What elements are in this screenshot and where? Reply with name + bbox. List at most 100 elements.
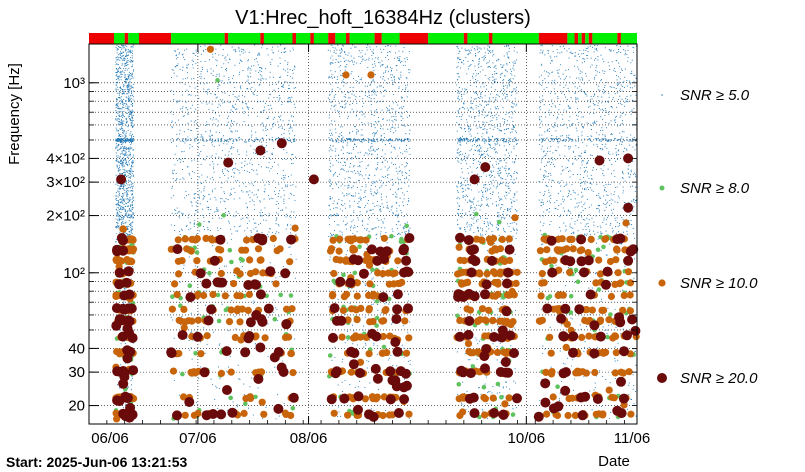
cluster-point [539, 116, 541, 118]
cluster-point [124, 173, 126, 175]
cluster-point [560, 124, 562, 126]
cluster-point [467, 109, 469, 111]
cluster-point [554, 79, 556, 81]
cluster-point [284, 81, 286, 83]
cluster-point [568, 195, 570, 197]
cluster-point [461, 96, 463, 98]
cluster-point [579, 85, 581, 87]
cluster-point [550, 91, 552, 93]
cluster-point [513, 148, 515, 150]
cluster-point [279, 76, 282, 78]
cluster-point [554, 83, 556, 85]
cluster-point [272, 198, 274, 200]
cluster-point [398, 179, 400, 181]
cluster-point [494, 81, 496, 83]
cluster-point [125, 141, 127, 143]
cluster-point [404, 172, 407, 174]
cluster-point [461, 62, 463, 64]
cluster-point [577, 205, 580, 207]
cluster-point [203, 83, 205, 85]
cluster-point [568, 148, 570, 150]
cluster-point [516, 229, 518, 231]
cluster-point [216, 208, 218, 210]
cluster-point [586, 145, 588, 147]
cluster-point [193, 222, 196, 224]
cluster-point [116, 52, 118, 54]
cluster-point [206, 176, 208, 178]
cluster-point [222, 102, 224, 104]
cluster-point [171, 68, 173, 70]
cluster-point [385, 70, 387, 72]
cluster-point [611, 107, 613, 109]
cluster-point [601, 232, 603, 234]
cluster-point [489, 144, 491, 146]
cluster-point [265, 129, 267, 132]
cluster-point [461, 187, 463, 189]
cluster-point [328, 217, 330, 220]
cluster-point [123, 185, 125, 187]
cluster-point [242, 49, 244, 51]
cluster-point [116, 213, 118, 215]
cluster-point [504, 129, 506, 131]
cluster-point [622, 190, 624, 192]
cluster-point [357, 170, 359, 172]
cluster-point [125, 96, 127, 98]
cluster-point [351, 71, 353, 73]
cluster-point [370, 122, 372, 124]
cluster-point [598, 85, 600, 87]
cluster-point [257, 189, 259, 191]
segment-off [292, 33, 297, 44]
cluster-point [399, 56, 401, 58]
cluster-point [329, 77, 331, 79]
cluster-point [131, 228, 133, 230]
cluster-point [542, 215, 545, 217]
cluster-point [579, 73, 581, 75]
cluster-point [173, 93, 175, 96]
cluster-point [228, 76, 230, 79]
cluster-point [192, 60, 194, 62]
cluster-point [190, 129, 192, 132]
cluster-point [130, 85, 132, 87]
cluster-point [117, 155, 119, 157]
cluster-point [242, 217, 244, 219]
cluster-point [466, 223, 468, 225]
cluster-point [198, 97, 200, 100]
cluster-point [547, 185, 549, 187]
cluster-point [209, 230, 211, 232]
cluster-point [406, 190, 408, 192]
cluster-point [253, 194, 255, 196]
cluster-point [581, 164, 583, 166]
cluster-point [587, 188, 590, 191]
cluster-point [375, 65, 377, 67]
cluster-point [497, 183, 499, 185]
cluster-point [121, 152, 123, 154]
cluster-point [177, 63, 179, 65]
cluster-point [120, 96, 122, 98]
cluster-point [487, 61, 489, 64]
cluster-point [563, 79, 565, 81]
cluster-point [513, 179, 515, 181]
cluster-point [129, 146, 131, 148]
cluster-point [392, 230, 394, 232]
cluster-point [124, 74, 126, 76]
cluster-point [467, 128, 470, 130]
cluster-point [119, 231, 121, 233]
cluster-point [354, 195, 356, 197]
cluster-point [360, 199, 362, 201]
cluster-point [227, 121, 229, 123]
cluster-point [514, 137, 516, 139]
cluster-point [601, 108, 604, 110]
cluster-point [557, 208, 559, 211]
cluster-point [404, 84, 407, 86]
cluster-point [550, 197, 552, 199]
cluster-point [394, 78, 396, 80]
cluster-point [131, 215, 133, 217]
cluster-point [207, 228, 209, 230]
cluster-point [120, 207, 122, 209]
cluster-point [272, 76, 274, 78]
cluster-point [405, 144, 408, 146]
cluster-point [627, 98, 629, 101]
cluster-point [332, 59, 334, 61]
cluster-point [341, 50, 343, 52]
